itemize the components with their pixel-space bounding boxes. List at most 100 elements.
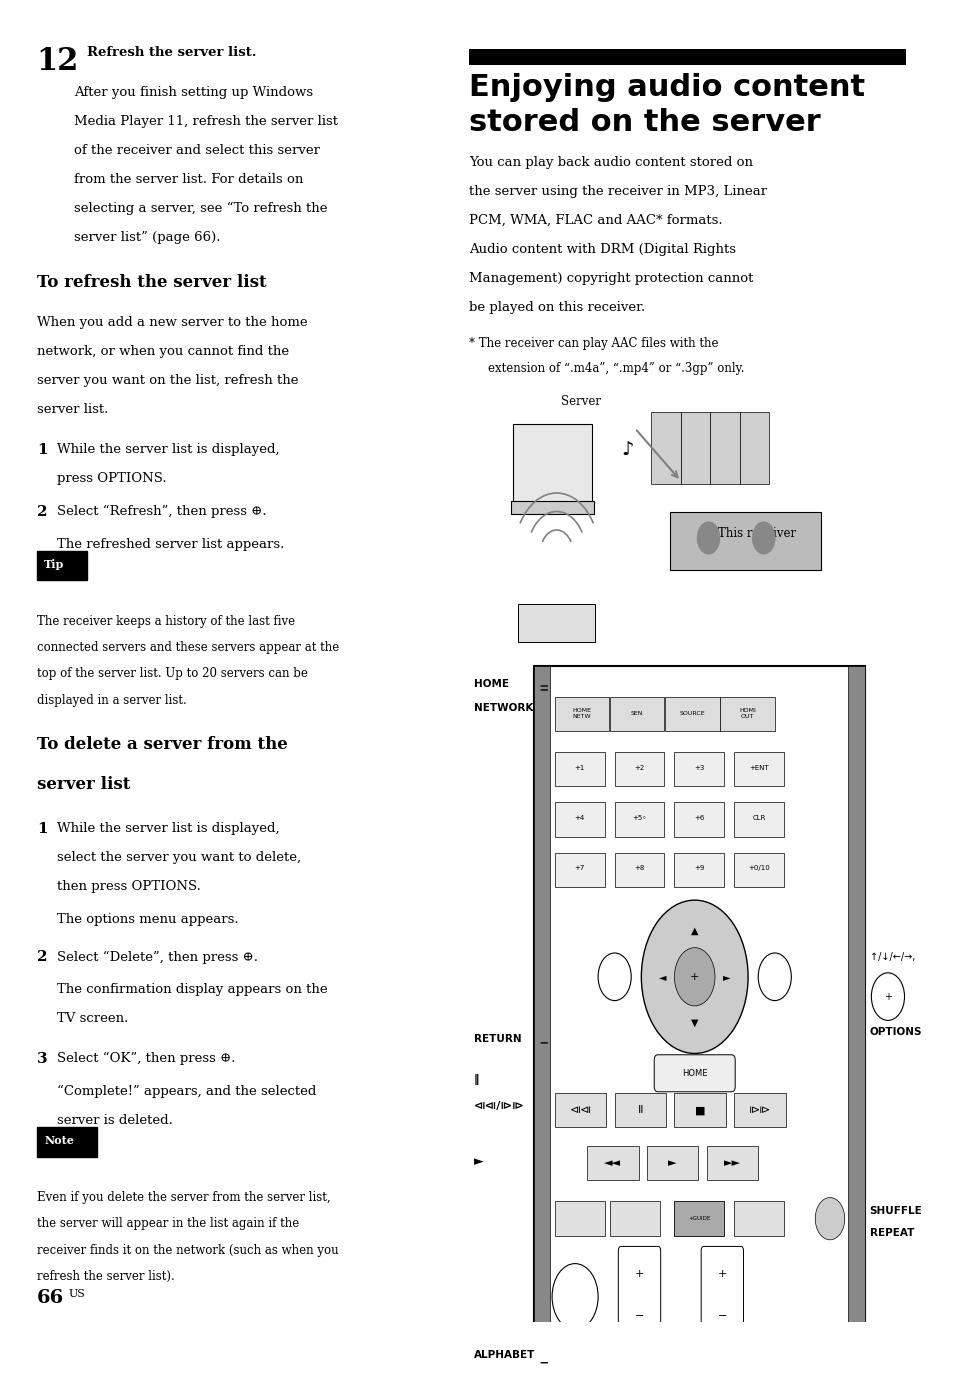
FancyBboxPatch shape bbox=[706, 1146, 758, 1181]
Text: +GUIDE: +GUIDE bbox=[687, 1216, 710, 1221]
Text: HDMI
OUT: HDMI OUT bbox=[739, 708, 756, 719]
FancyBboxPatch shape bbox=[512, 424, 591, 505]
FancyBboxPatch shape bbox=[555, 752, 604, 787]
Text: Select “OK”, then press ⊕.: Select “OK”, then press ⊕. bbox=[57, 1052, 235, 1065]
Text: 3: 3 bbox=[37, 1052, 48, 1065]
FancyBboxPatch shape bbox=[674, 1201, 723, 1236]
Text: +7: +7 bbox=[574, 865, 584, 872]
Text: PCM, WMA, FLAC and AAC* formats.: PCM, WMA, FLAC and AAC* formats. bbox=[469, 214, 722, 227]
Text: ►: ► bbox=[722, 972, 730, 982]
Bar bbox=[847, 666, 864, 1328]
Text: stored on the server: stored on the server bbox=[469, 108, 821, 137]
FancyBboxPatch shape bbox=[674, 853, 723, 887]
Text: ‖: ‖ bbox=[474, 1075, 478, 1086]
Text: +0/10: +0/10 bbox=[747, 865, 769, 872]
Text: Media Player 11, refresh the server list: Media Player 11, refresh the server list bbox=[73, 115, 337, 128]
Text: +: + bbox=[717, 1269, 726, 1280]
Text: Enjoying audio content: Enjoying audio content bbox=[469, 73, 864, 102]
Circle shape bbox=[674, 947, 714, 1006]
Circle shape bbox=[815, 1197, 843, 1240]
FancyBboxPatch shape bbox=[734, 1201, 783, 1236]
Text: ►: ► bbox=[474, 1155, 483, 1168]
FancyBboxPatch shape bbox=[739, 1347, 790, 1373]
Text: ⧏⧏/⧐⧐: ⧏⧏/⧐⧐ bbox=[474, 1101, 524, 1111]
FancyBboxPatch shape bbox=[664, 696, 719, 730]
FancyBboxPatch shape bbox=[669, 512, 820, 570]
Text: SOURCE: SOURCE bbox=[679, 711, 704, 717]
Text: “Complete!” appears, and the selected: “Complete!” appears, and the selected bbox=[57, 1085, 316, 1098]
FancyBboxPatch shape bbox=[720, 696, 774, 730]
FancyBboxPatch shape bbox=[739, 412, 768, 483]
FancyBboxPatch shape bbox=[37, 1127, 96, 1156]
FancyBboxPatch shape bbox=[555, 696, 609, 730]
FancyBboxPatch shape bbox=[700, 1247, 742, 1328]
Text: OPTIONS: OPTIONS bbox=[868, 1027, 922, 1037]
FancyBboxPatch shape bbox=[734, 802, 783, 836]
Text: ↑/↓/←/→,: ↑/↓/←/→, bbox=[868, 951, 914, 962]
Text: ►►: ►► bbox=[723, 1159, 740, 1168]
Text: +ENT: +ENT bbox=[748, 765, 768, 772]
Text: receiver finds it on the network (such as when you: receiver finds it on the network (such a… bbox=[37, 1244, 338, 1256]
Text: The receiver keeps a history of the last five: The receiver keeps a history of the last… bbox=[37, 615, 294, 627]
Text: TV screen.: TV screen. bbox=[57, 1012, 129, 1026]
FancyBboxPatch shape bbox=[680, 412, 710, 483]
Bar bbox=[469, 49, 905, 65]
Text: ◄◄: ◄◄ bbox=[603, 1159, 620, 1168]
FancyBboxPatch shape bbox=[614, 802, 663, 836]
FancyBboxPatch shape bbox=[674, 752, 723, 787]
Text: To delete a server from the: To delete a server from the bbox=[37, 736, 287, 754]
Text: SEN: SEN bbox=[630, 711, 642, 717]
FancyBboxPatch shape bbox=[614, 1093, 665, 1127]
FancyBboxPatch shape bbox=[654, 1054, 735, 1092]
Text: Refresh the server list.: Refresh the server list. bbox=[88, 47, 256, 59]
Bar bbox=[510, 501, 593, 514]
Circle shape bbox=[752, 522, 774, 553]
FancyBboxPatch shape bbox=[618, 1247, 660, 1328]
Circle shape bbox=[697, 522, 719, 553]
Text: NETWORK: NETWORK bbox=[474, 703, 533, 713]
Text: refresh the server list).: refresh the server list). bbox=[37, 1270, 174, 1284]
Text: ⧐⧐: ⧐⧐ bbox=[748, 1105, 770, 1115]
Text: ⧏⧏: ⧏⧏ bbox=[569, 1105, 591, 1115]
Text: +6: +6 bbox=[694, 816, 703, 821]
Text: Even if you delete the server from the server list,: Even if you delete the server from the s… bbox=[37, 1190, 330, 1204]
Text: server list.: server list. bbox=[37, 404, 108, 416]
Text: ■: ■ bbox=[695, 1105, 705, 1115]
Text: HOME: HOME bbox=[681, 1068, 707, 1078]
Text: ►: ► bbox=[668, 1159, 677, 1168]
Text: ALPHABET: ALPHABET bbox=[474, 1350, 535, 1359]
Circle shape bbox=[870, 973, 903, 1020]
Text: Select “Refresh”, then press ⊕.: Select “Refresh”, then press ⊕. bbox=[57, 505, 267, 518]
Circle shape bbox=[552, 1263, 598, 1329]
FancyBboxPatch shape bbox=[614, 752, 663, 787]
Text: While the server list is displayed,: While the server list is displayed, bbox=[57, 822, 279, 835]
Text: +8: +8 bbox=[634, 865, 644, 872]
Text: ▲: ▲ bbox=[690, 925, 698, 936]
Text: You can play back audio content stored on: You can play back audio content stored o… bbox=[469, 157, 753, 169]
Circle shape bbox=[640, 901, 747, 1053]
Text: Management) copyright protection cannot: Management) copyright protection cannot bbox=[469, 272, 753, 286]
Text: extension of “.m4a”, “.mp4” or “.3gp” only.: extension of “.m4a”, “.mp4” or “.3gp” on… bbox=[487, 362, 743, 375]
Text: −: − bbox=[717, 1311, 726, 1321]
Text: REPEAT: REPEAT bbox=[868, 1229, 913, 1238]
FancyBboxPatch shape bbox=[674, 1093, 725, 1127]
Text: connected servers and these servers appear at the: connected servers and these servers appe… bbox=[37, 641, 338, 654]
FancyBboxPatch shape bbox=[533, 666, 864, 1328]
Text: server list: server list bbox=[37, 776, 130, 792]
Text: The confirmation display appears on the: The confirmation display appears on the bbox=[57, 983, 327, 997]
Text: Tip: Tip bbox=[44, 559, 65, 570]
Text: the server using the receiver in MP3, Linear: the server using the receiver in MP3, Li… bbox=[469, 185, 766, 198]
FancyBboxPatch shape bbox=[517, 604, 595, 643]
Circle shape bbox=[598, 953, 631, 1001]
Text: While the server list is displayed,: While the server list is displayed, bbox=[57, 443, 279, 456]
Text: press OPTIONS.: press OPTIONS. bbox=[57, 472, 167, 485]
Text: Note: Note bbox=[44, 1135, 74, 1146]
FancyBboxPatch shape bbox=[651, 412, 680, 483]
FancyBboxPatch shape bbox=[609, 1201, 659, 1236]
Circle shape bbox=[758, 953, 790, 1001]
Text: * The receiver can play AAC files with the: * The receiver can play AAC files with t… bbox=[469, 336, 718, 350]
Text: This receiver: This receiver bbox=[717, 527, 795, 541]
Text: US: US bbox=[69, 1289, 86, 1299]
FancyBboxPatch shape bbox=[734, 853, 783, 887]
Text: ▼: ▼ bbox=[690, 1017, 698, 1028]
